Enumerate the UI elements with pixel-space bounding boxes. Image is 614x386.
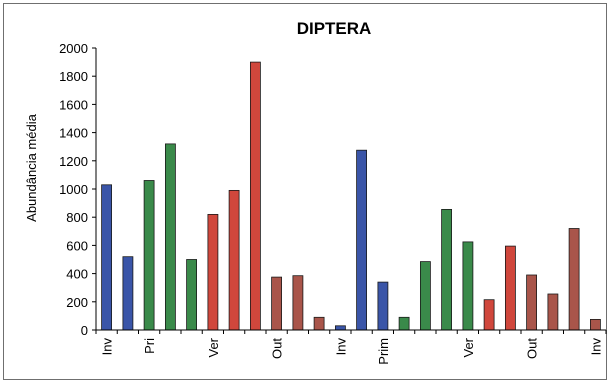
x-tick-label: Inv [100,338,115,356]
axes [95,48,606,331]
bar [313,316,325,331]
bar [143,180,155,331]
bar [504,245,516,331]
x-tick-label: Inv [588,338,603,356]
y-axis-ticks: 0 200 400 600 800 1000 1200 1400 1600 1800 2000 [59,41,96,338]
y-axis-label: Abundância média [24,113,39,221]
bar [568,228,580,331]
y-tick-label: 1800 [59,69,88,84]
x-tick-label: Prim [376,338,391,365]
bar [186,259,198,331]
bar [590,318,601,331]
y-tick-label: 1600 [59,97,88,112]
bar [271,276,283,331]
bar [441,208,453,331]
y-tick-label: 1200 [59,154,88,169]
bar [228,189,240,331]
y-tick-label: 2000 [59,41,88,56]
x-tick-label: Inv [333,338,348,356]
x-tick-label: Pri [142,338,157,354]
bars [101,61,601,331]
bar [249,61,261,331]
bar [334,325,346,331]
y-tick-label: 400 [66,267,88,282]
y-tick-label: 1400 [59,126,88,141]
x-tick-label: Out [270,338,285,359]
y-tick-label: 200 [66,295,88,310]
bar [419,261,431,331]
y-tick-label: 600 [66,238,88,253]
bar [292,275,304,331]
bar [207,213,219,331]
x-axis-ticks: Inv Pri Ver Out Inv Prim Ver Out Inv [95,330,607,365]
bar [547,293,559,331]
y-tick-label: 0 [81,323,88,338]
bar [356,149,368,331]
bar [398,316,410,331]
bar-chart: DIPTERA Abundância média 0 200 400 600 800 10… [24,19,607,365]
bar [122,256,134,331]
chart-frame: DIPTERA Abundância média 0 200 400 600 800 10… [3,3,607,380]
y-tick-label: 1000 [59,182,88,197]
bar [377,281,389,331]
x-tick-label: Out [525,338,540,359]
bar [462,241,474,331]
bar [101,184,112,331]
y-tick-label: 800 [66,210,88,225]
x-tick-label: Ver [206,337,221,357]
x-tick-label: Ver [461,337,476,357]
bar [526,274,537,331]
bar [164,143,176,331]
bar [483,299,495,331]
chart-title: DIPTERA [297,19,372,38]
